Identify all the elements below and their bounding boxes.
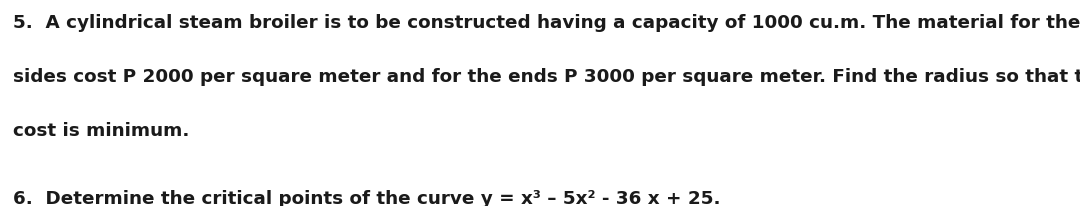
Text: 6.  Determine the critical points of the curve y = x³ – 5x² - 36 x + 25.: 6. Determine the critical points of the …: [13, 190, 720, 206]
Text: 5.  A cylindrical steam broiler is to be constructed having a capacity of 1000 c: 5. A cylindrical steam broiler is to be …: [13, 14, 1080, 32]
Text: sides cost P 2000 per square meter and for the ends P 3000 per square meter. Fin: sides cost P 2000 per square meter and f…: [13, 68, 1080, 86]
Text: cost is minimum.: cost is minimum.: [13, 122, 189, 139]
